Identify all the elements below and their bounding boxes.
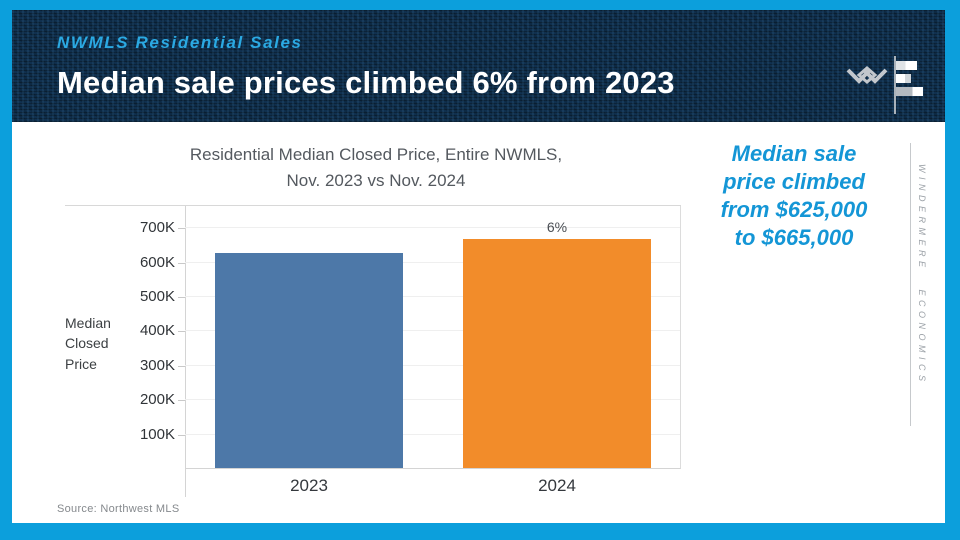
slide-eyebrow: NWMLS Residential Sales bbox=[57, 33, 303, 52]
y-tick-mark bbox=[178, 228, 185, 230]
gridline bbox=[185, 399, 680, 401]
x-tick-label: 2023 bbox=[290, 476, 328, 495]
chart-title: Residential Median Closed Price, Entire … bbox=[65, 142, 687, 193]
slide-title: Median sale prices climbed 6% from 2023 bbox=[57, 65, 675, 100]
y-tick-mark bbox=[178, 365, 185, 367]
gridline bbox=[185, 227, 680, 229]
y-axis-title-line: Closed bbox=[65, 335, 109, 352]
chart-title-line2: Nov. 2023 vs Nov. 2024 bbox=[286, 170, 466, 190]
bar-chart-icon-bar bbox=[896, 87, 923, 96]
chart-plot-wrapper: Median Closed Price 6% 100K 200K 300K 400K 5… bbox=[65, 205, 681, 497]
y-tick-label: 400K bbox=[139, 322, 175, 340]
vertical-divider bbox=[910, 143, 911, 426]
y-tick-label: 600K bbox=[139, 253, 175, 271]
bar-2023 bbox=[215, 253, 403, 468]
y-tick-mark bbox=[178, 434, 185, 436]
y-tick-label: 200K bbox=[139, 391, 175, 409]
header-banner: NWMLS Residential Sales Median sale pric… bbox=[12, 10, 945, 122]
gridline bbox=[185, 296, 680, 298]
callout-line: Median sale bbox=[731, 141, 857, 166]
y-tick-label: 100K bbox=[139, 425, 175, 443]
chart-title-line1: Residential Median Closed Price, Entire … bbox=[189, 145, 563, 164]
bar-value-label: 6% bbox=[546, 219, 568, 236]
gridline bbox=[185, 364, 680, 366]
y-tick-mark bbox=[178, 297, 185, 299]
bar-chart-icon bbox=[894, 56, 924, 114]
y-tick-mark bbox=[178, 331, 185, 333]
callout-line: to $665,000 bbox=[734, 224, 854, 250]
bar-2024 bbox=[463, 239, 651, 468]
main-content: Residential Median Closed Price, Entire … bbox=[12, 122, 945, 523]
y-axis-title: Median Closed Price bbox=[65, 313, 111, 374]
gridline bbox=[185, 433, 680, 435]
y-tick-label: 300K bbox=[139, 356, 175, 374]
callout-text: Median sale price climbed from $625,000 … bbox=[680, 140, 908, 252]
source-note: Source: Northwest MLS bbox=[57, 503, 180, 515]
y-tick-label: 700K bbox=[139, 219, 175, 237]
gridline bbox=[185, 261, 680, 263]
x-tick-label: 2024 bbox=[538, 476, 576, 495]
y-tick-mark bbox=[178, 400, 185, 402]
y-axis-title-line: Price bbox=[65, 355, 97, 372]
brand-vertical-text: WINDERMERE ECONOMICS bbox=[917, 164, 927, 386]
callout-line: price climbed bbox=[723, 168, 865, 194]
y-tick-mark bbox=[178, 262, 185, 264]
gridline bbox=[185, 330, 680, 332]
bar-chart-icon-bar bbox=[896, 61, 917, 70]
bar-chart-icon-bar bbox=[896, 74, 911, 83]
bar-chart-icon-axis bbox=[894, 56, 896, 114]
callout-line: from $625,000 bbox=[720, 196, 868, 222]
y-axis-title-line: Median bbox=[65, 315, 111, 331]
plot-area: 6% bbox=[185, 206, 681, 469]
y-tick-label: 500K bbox=[139, 288, 175, 306]
y-axis-line bbox=[185, 206, 186, 497]
windermere-w-icon bbox=[846, 66, 888, 84]
windermere-economics-logo bbox=[845, 48, 927, 116]
